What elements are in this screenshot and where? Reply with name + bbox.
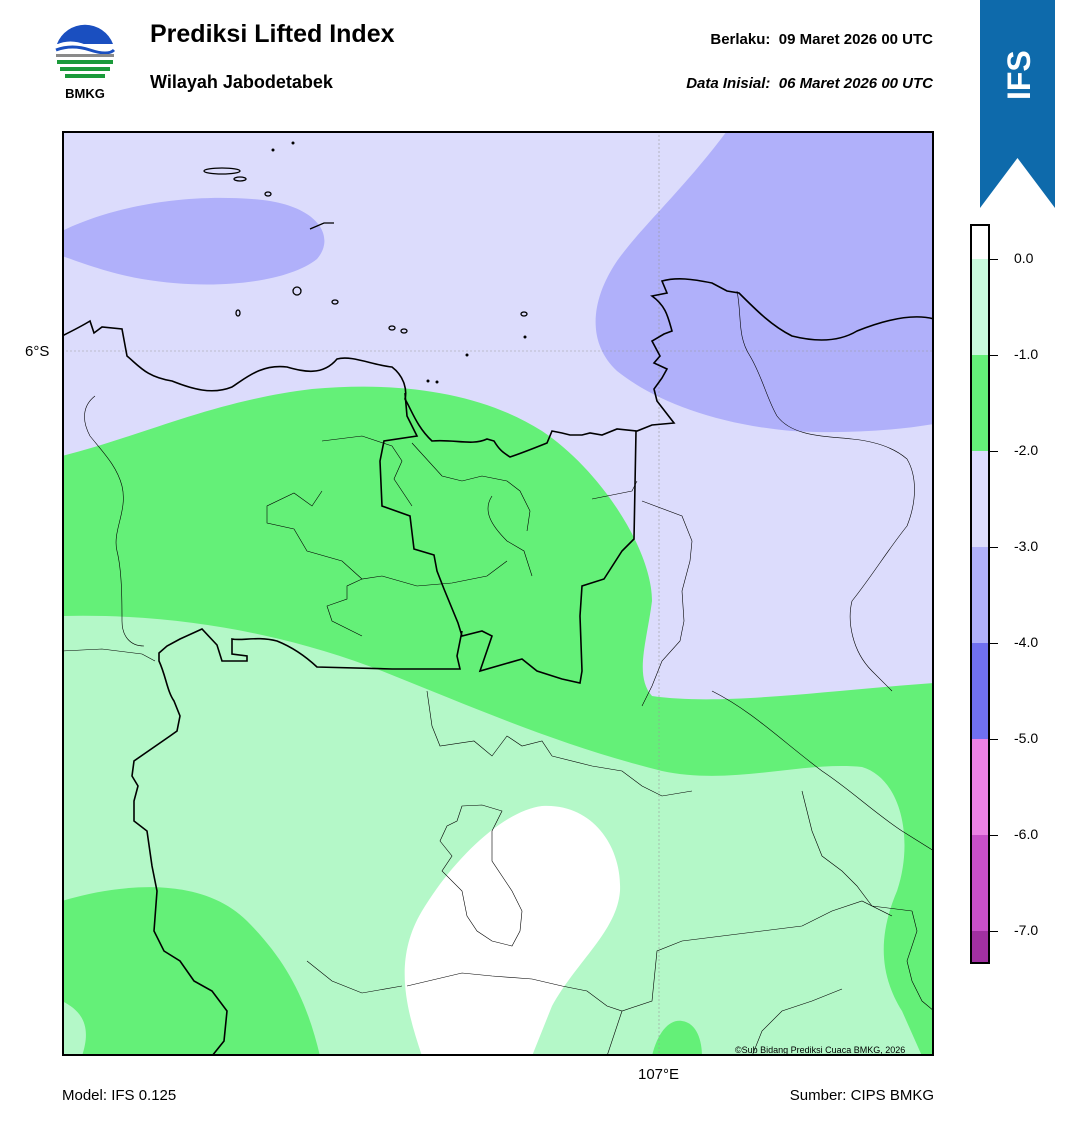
copyright-note: ©Sub Bidang Prediksi Cuaca BMKG, 2026 [735, 1045, 906, 1055]
colorbar-segment [970, 259, 990, 355]
map-frame [62, 131, 934, 1056]
li-patch-green-s [652, 1020, 702, 1056]
colorbar-label: -5.0 [1014, 730, 1039, 746]
lon-label: 107°E [638, 1066, 680, 1083]
island [426, 379, 430, 383]
regency-borders [62, 290, 934, 1056]
province-border [131, 392, 637, 1056]
island [331, 299, 339, 305]
logo-text: BMKG [65, 86, 105, 101]
colorbar-tick [990, 643, 998, 644]
colorbar-tick [990, 931, 998, 932]
island [435, 380, 439, 384]
ifs-ribbon [980, 0, 1055, 208]
island [388, 325, 396, 331]
li-patch-green-sw [62, 887, 320, 1056]
island [292, 286, 302, 296]
colorbar-segment [970, 547, 990, 643]
colorbar-tick [990, 451, 998, 452]
colorbar-segment [970, 224, 990, 259]
lifted-index-map [62, 131, 934, 1056]
island [465, 353, 469, 357]
island [233, 176, 247, 182]
ribbon-label: IFS [1001, 50, 1037, 100]
colorbar-tick [990, 547, 998, 548]
valid-label: Berlaku: [710, 31, 771, 48]
colorbar-segment [970, 643, 990, 739]
coastline [62, 278, 934, 458]
island [523, 335, 527, 339]
colorbar-segment [970, 835, 990, 931]
init-time: Data Inisial: 06 Maret 2026 00 UTC [686, 75, 933, 92]
island [309, 222, 334, 230]
colorbar-label: -1.0 [1014, 346, 1039, 362]
colorbar-segment [970, 355, 990, 451]
island [203, 167, 241, 175]
island [400, 328, 408, 334]
colorbar-label: -2.0 [1014, 442, 1039, 458]
colorbar-tick [990, 355, 998, 356]
colorbar-tick [990, 835, 998, 836]
lat-label: 6°S [25, 343, 50, 360]
island [271, 148, 275, 152]
valid-time: Berlaku: 09 Maret 2026 00 UTC [710, 31, 933, 48]
island [235, 309, 241, 317]
bmkg-logo [55, 24, 116, 84]
colorbar-segment [970, 739, 990, 835]
page-title: Prediksi Lifted Index [150, 20, 395, 48]
model-label: Model: IFS 0.125 [62, 1087, 177, 1104]
colorbar-frame [970, 224, 990, 964]
li-band-positive [404, 805, 621, 1056]
colorbar-segment [970, 451, 990, 547]
colorbar-tick [990, 739, 998, 740]
island [264, 191, 272, 197]
colorbar-segment [970, 931, 990, 964]
island [291, 141, 295, 145]
colorbar-tick [990, 259, 998, 260]
valid-value: 09 Maret 2026 00 UTC [778, 31, 933, 48]
source-label: Sumber: CIPS BMKG [789, 1087, 934, 1104]
colorbar-label: -4.0 [1014, 634, 1039, 650]
colorbar-label: -6.0 [1014, 826, 1039, 842]
li-patch-blue-nw [62, 197, 325, 285]
island [520, 311, 528, 317]
colorbar-label: 0.0 [1014, 250, 1034, 266]
colorbar [970, 224, 990, 964]
ribbon-label-box: IFS [1001, 50, 1037, 100]
colorbar-label: -7.0 [1014, 922, 1039, 938]
colorbar-label: -3.0 [1014, 538, 1039, 554]
init-label: Data Inisial: [686, 75, 771, 92]
li-patch-blue-ne [595, 131, 934, 433]
page-subtitle: Wilayah Jabodetabek [150, 72, 333, 92]
init-value: 06 Maret 2026 00 UTC [778, 75, 933, 92]
